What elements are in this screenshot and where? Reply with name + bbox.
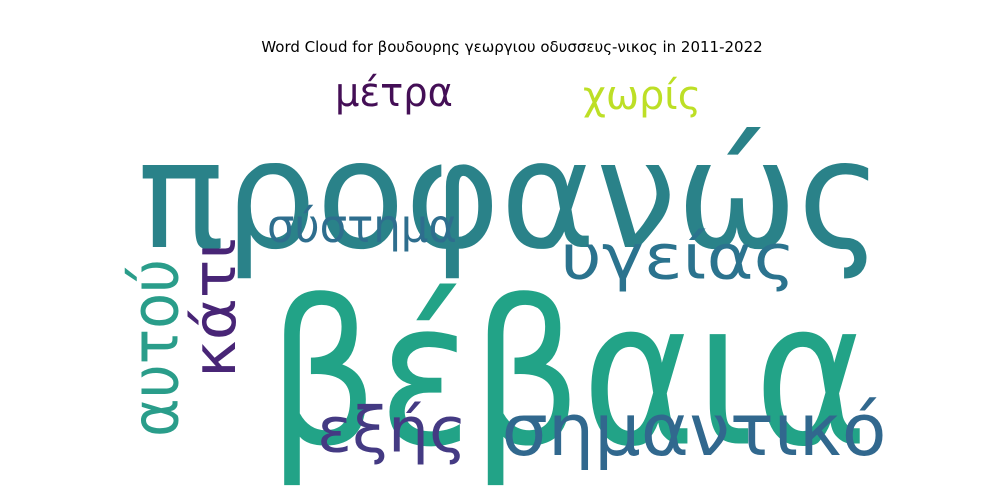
word-3: σημαντικό	[502, 388, 887, 472]
word-6: αυτού	[117, 259, 194, 437]
word-1: προφανώς	[138, 109, 883, 283]
word-9: μέτρα	[335, 70, 453, 116]
word-2: βέβαια	[268, 259, 868, 492]
chart-title: Word Cloud for βουδουρης γεωργιου οδυσσε…	[261, 38, 762, 56]
word-7: κάτι	[180, 238, 250, 378]
word-8: σύστημα	[267, 199, 457, 253]
word-5: εξής	[317, 394, 467, 467]
word-4: υγείας	[561, 221, 796, 294]
word-10: χωρίς	[583, 73, 701, 119]
